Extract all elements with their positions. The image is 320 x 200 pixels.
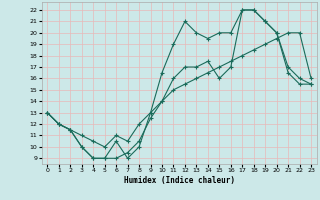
X-axis label: Humidex (Indice chaleur): Humidex (Indice chaleur)	[124, 176, 235, 185]
